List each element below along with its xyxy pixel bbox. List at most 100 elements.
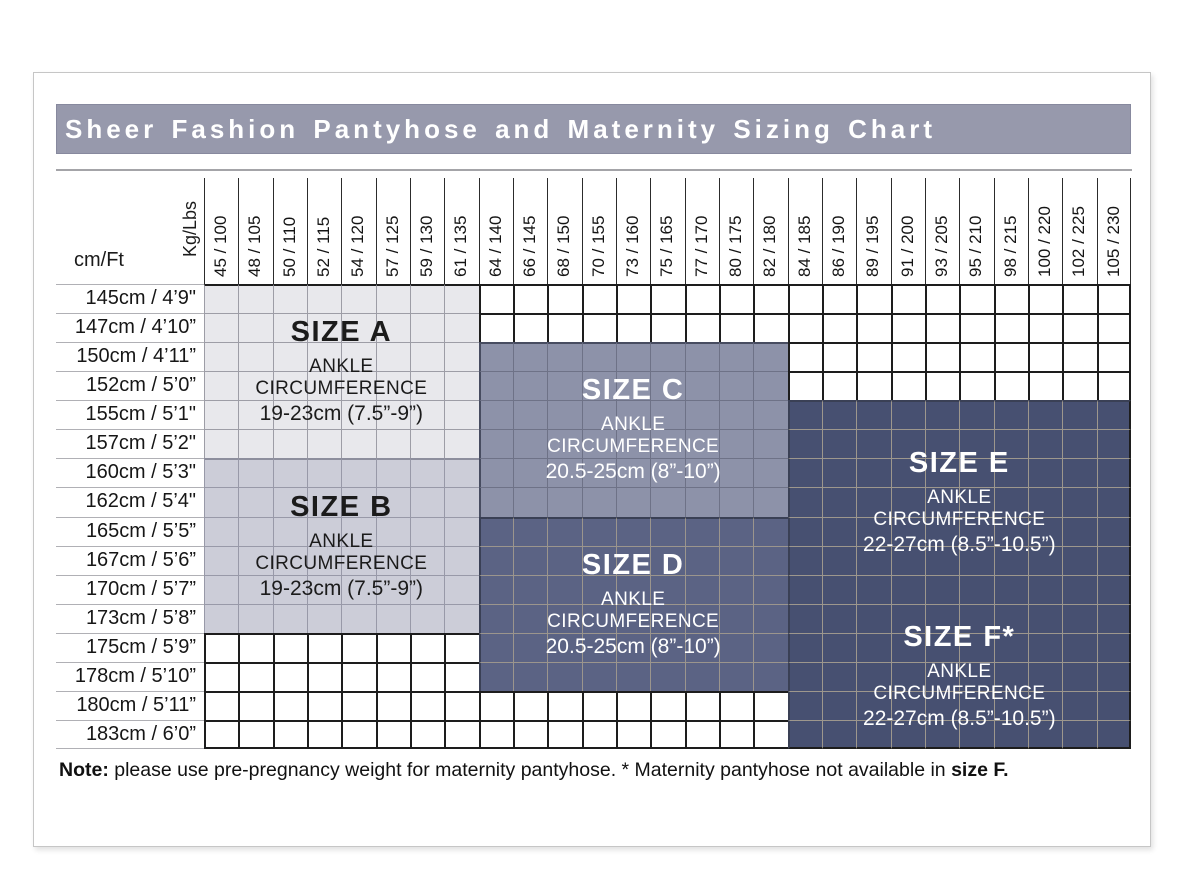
header-divider-line — [719, 178, 720, 284]
grid-cell — [1027, 574, 1063, 604]
grid-cell — [444, 313, 479, 343]
grid-cell — [753, 545, 788, 575]
grid-cell — [1096, 400, 1131, 430]
height-row-label: 173cm / 5’8” — [85, 606, 196, 629]
header-divider-line — [925, 178, 926, 284]
grid-cell — [478, 516, 513, 546]
grid-cell — [272, 313, 307, 343]
grid-cell — [787, 603, 822, 633]
grid-cell — [890, 429, 925, 459]
weight-column-header: 59 / 130 — [417, 215, 436, 277]
grid-cell — [890, 342, 925, 372]
grid-cell — [272, 603, 307, 633]
grid-cell — [1062, 429, 1097, 459]
grid-cell — [821, 400, 857, 430]
grid-cell — [959, 429, 994, 459]
grid-cell — [306, 342, 342, 372]
grid-cell — [444, 429, 479, 459]
grid-cell — [856, 719, 891, 749]
grid-cell — [615, 574, 651, 604]
grid-cell — [1096, 487, 1131, 517]
height-row-label: 155cm / 5’1" — [85, 403, 197, 426]
grid-cell — [1062, 313, 1097, 343]
grid-cell — [375, 487, 410, 517]
grid-cell — [478, 313, 513, 343]
sizing-grid: SIZE A ANKLE CIRCUMFERENCE 19-23cm (7.5”-9”… — [204, 284, 1131, 749]
header-divider-line — [513, 178, 514, 284]
weight-column-header: 50 / 110 — [279, 216, 299, 277]
grid-cell — [924, 458, 960, 488]
grid-cell — [684, 574, 719, 604]
grid-cell — [238, 661, 273, 691]
grid-cell — [341, 516, 376, 546]
grid-cell — [821, 719, 857, 749]
grid-cell — [581, 400, 616, 430]
grid-cell — [821, 487, 857, 517]
grid-cell — [444, 632, 479, 662]
grid-cell — [478, 487, 513, 517]
grid-cell — [375, 429, 410, 459]
grid-cell — [718, 516, 754, 546]
grid-cell — [272, 284, 307, 314]
grid-cell — [821, 574, 857, 604]
height-row-label: 175cm / 5’9” — [85, 635, 196, 658]
grid-cell — [753, 690, 788, 720]
grid-cell — [753, 458, 788, 488]
grid-cell — [238, 574, 273, 604]
grid-cell — [650, 429, 685, 459]
grid-cell — [375, 284, 410, 314]
grid-cell — [650, 313, 685, 343]
header-divider-line — [444, 178, 446, 284]
weight-column-header: 70 / 155 — [588, 215, 608, 277]
grid-cell — [581, 429, 616, 459]
grid-cell — [856, 313, 891, 343]
grid-cell — [238, 690, 273, 720]
grid-cell — [890, 487, 925, 517]
grid-cell — [1027, 487, 1063, 517]
grid-cell — [993, 400, 1028, 430]
grid-cell — [306, 719, 342, 749]
header-divider-line — [272, 178, 274, 284]
grid-cell — [444, 284, 479, 314]
grid-cell — [684, 313, 719, 343]
grid-cell — [856, 429, 891, 459]
grid-cell — [787, 632, 822, 662]
grid-cell — [856, 284, 891, 314]
grid-cell — [581, 458, 616, 488]
grid-cell — [341, 719, 376, 749]
row-separator-line — [56, 603, 204, 605]
grid-cell — [787, 400, 822, 430]
grid-cell — [204, 516, 239, 546]
grid-cell — [409, 429, 445, 459]
grid-cell — [409, 690, 445, 720]
grid-cell — [375, 400, 410, 430]
grid-cell — [615, 719, 651, 749]
grid-cell — [924, 632, 960, 662]
row-separator-line — [56, 342, 204, 344]
grid-cell — [993, 284, 1028, 314]
grid-cell — [1027, 458, 1063, 488]
grid-cell — [993, 429, 1028, 459]
weight-column-header: 77 / 170 — [691, 215, 711, 277]
weight-column-header: 45 / 100 — [211, 215, 230, 277]
grid-cell — [650, 342, 685, 372]
grid-cell — [924, 545, 960, 575]
grid-cell — [478, 429, 513, 459]
grid-cell — [478, 458, 513, 488]
grid-cell — [204, 632, 239, 662]
grid-cell — [650, 458, 685, 488]
header-divider-line — [822, 178, 823, 284]
grid-cell — [753, 342, 788, 372]
grid-cell — [753, 429, 788, 459]
grid-cell — [306, 574, 342, 604]
header-divider-line — [1130, 178, 1131, 284]
grid-cell — [924, 690, 960, 720]
weight-column-header: 64 / 140 — [485, 215, 505, 277]
grid-cell — [547, 545, 582, 575]
grid-cell — [512, 429, 548, 459]
grid-cell — [444, 458, 479, 488]
grid-cell — [718, 313, 754, 343]
row-separator-line — [56, 458, 204, 460]
grid-cell — [821, 632, 857, 662]
height-row-label: 180cm / 5’11” — [76, 693, 196, 716]
